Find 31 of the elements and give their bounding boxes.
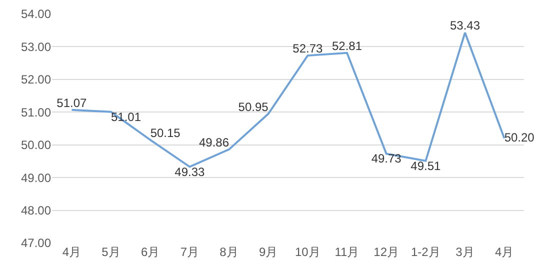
x-tick-label: 5月 [102, 245, 120, 259]
y-tick-label: 52.00 [20, 72, 52, 87]
x-tick-label: 12月 [374, 245, 400, 259]
y-tick-label: 50.00 [20, 138, 52, 152]
data-label: 49.86 [198, 135, 230, 150]
data-label: 50.15 [150, 126, 181, 140]
data-label: 50.95 [238, 100, 269, 114]
data-label: 52.81 [332, 38, 362, 53]
y-tick-label: 48.00 [20, 203, 52, 218]
y-tick-label: 49.00 [20, 170, 52, 185]
data-label: 50.20 [504, 130, 535, 144]
y-tick-label: 53.00 [20, 40, 52, 54]
y-tick-label: 47.00 [20, 236, 52, 250]
data-label: 49.73 [371, 152, 402, 166]
x-tick-label: 7月 [180, 245, 200, 259]
x-tick-label: 10月 [294, 245, 320, 259]
x-tick-label: 3月 [456, 245, 474, 259]
y-tick-label: 54.00 [20, 7, 52, 22]
data-label: 51.07 [56, 96, 88, 110]
x-tick-label: 11月 [334, 245, 360, 259]
x-tick-label: 9月 [258, 245, 278, 259]
data-label: 49.33 [174, 164, 206, 179]
x-tick-label: 1-2月 [411, 245, 440, 259]
x-tick-label: 8月 [220, 245, 238, 259]
x-tick-label: 6月 [140, 245, 160, 259]
data-label: 49.51 [410, 158, 442, 173]
x-tick-label: 4月 [494, 245, 514, 259]
y-tick-label: 51.00 [20, 105, 52, 120]
x-tick-label: 4月 [62, 245, 82, 259]
data-label: 53.43 [450, 18, 480, 33]
data-label: 52.73 [292, 42, 324, 56]
